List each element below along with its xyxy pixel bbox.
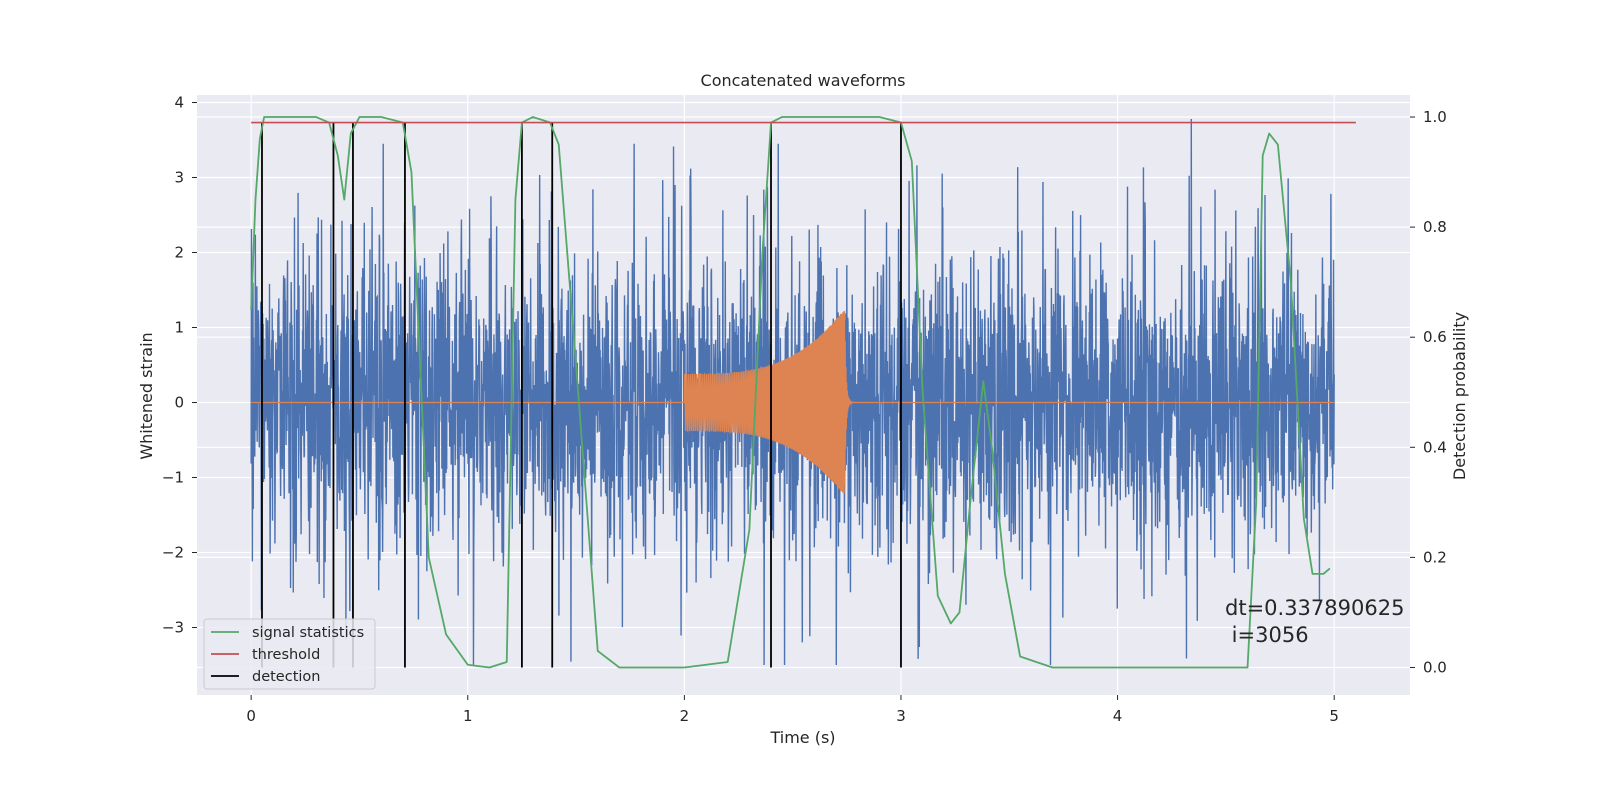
right-axis: 1.0 0.8 0.6 0.4 0.2 0.0 <box>1410 108 1447 676</box>
series-signal-statistics <box>250 116 1331 669</box>
x-tick-label: 4 <box>1113 707 1123 725</box>
y-tick-label: 0 <box>174 394 184 412</box>
left-axis: 4 3 2 1 0 −1 −2 −3 <box>162 94 197 637</box>
legend-label-detection: detection <box>252 669 320 685</box>
detection-lines <box>261 122 902 668</box>
plot-area <box>250 116 1356 669</box>
y-right-tick-label: 0.4 <box>1423 438 1447 456</box>
chart-title: Concatenated waveforms <box>701 71 906 90</box>
legend: signal statistics threshold detection <box>203 618 376 690</box>
y-right-tick-label: 0.0 <box>1423 658 1447 676</box>
y-right-tick-label: 0.2 <box>1423 548 1447 566</box>
x-tick-label: 3 <box>896 707 906 725</box>
y-tick-label: −2 <box>162 544 184 562</box>
y-tick-label: 1 <box>174 319 184 337</box>
x-tick-label: 2 <box>680 707 690 725</box>
annotation-i: i=3056 <box>1225 623 1309 647</box>
legend-box <box>203 618 376 690</box>
y-tick-label: 2 <box>174 244 184 262</box>
annotation-dt: dt=0.337890625 <box>1225 596 1404 620</box>
y-axis-label-right: Detection probability <box>1450 312 1469 480</box>
legend-label-threshold: threshold <box>252 647 320 663</box>
x-tick-label: 1 <box>463 707 473 725</box>
y-right-tick-label: 0.6 <box>1423 328 1447 346</box>
x-axis: 0 1 2 3 4 5 <box>246 695 1339 725</box>
y-tick-label: 3 <box>174 169 184 187</box>
y-right-tick-label: 1.0 <box>1423 108 1447 126</box>
y-right-tick-label: 0.8 <box>1423 218 1447 236</box>
series-whitened-strain <box>250 118 1335 666</box>
x-tick-label: 0 <box>246 707 256 725</box>
y-axis-label: Whitened strain <box>137 332 156 459</box>
y-tick-label: −3 <box>162 619 184 637</box>
x-axis-label: Time (s) <box>769 728 835 747</box>
x-tick-label: 5 <box>1329 707 1339 725</box>
y-tick-label: −1 <box>162 469 184 487</box>
y-tick-label: 4 <box>174 94 184 112</box>
legend-label-signal-statistics: signal statistics <box>252 625 364 641</box>
